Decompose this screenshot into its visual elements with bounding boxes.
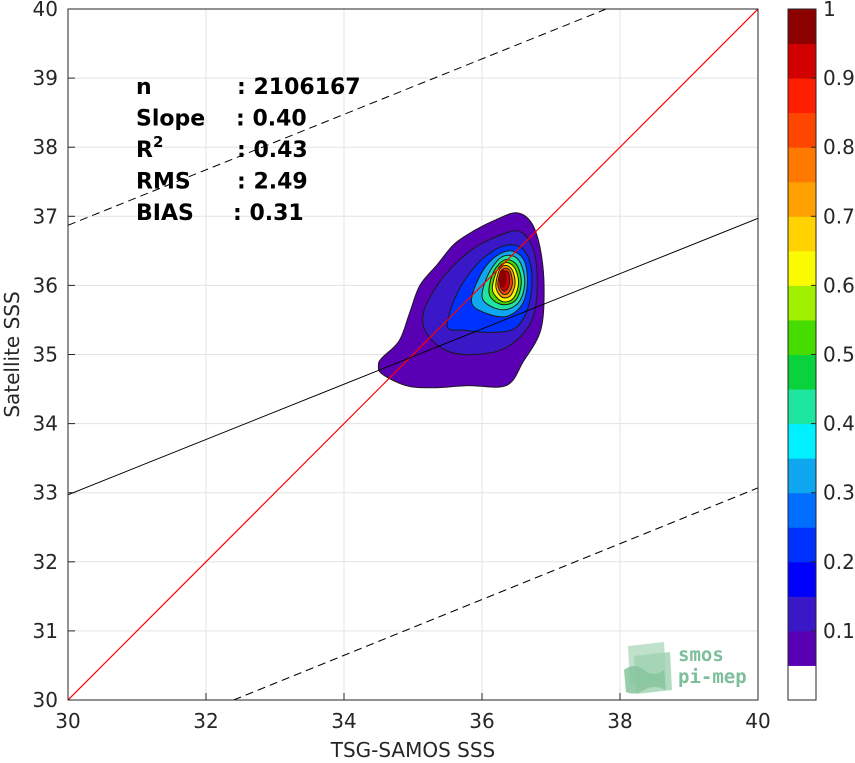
colorbar-segment xyxy=(788,319,816,355)
colorbar-segment xyxy=(788,492,816,528)
colorbar-tick-label: 1 xyxy=(823,0,836,21)
y-axis-label: Satellite SSS xyxy=(0,291,24,417)
x-tick-label: 36 xyxy=(469,709,494,733)
colorbar-segment xyxy=(788,250,816,286)
x-tick-label: 32 xyxy=(193,709,218,733)
stat-key-r: R2 xyxy=(136,133,163,163)
colorbar-tick-label: 0.3 xyxy=(823,481,855,505)
colorbar-tick-label: 0.2 xyxy=(823,550,855,574)
colorbar-segment xyxy=(788,9,816,45)
colorbar-tick-label: 0.8 xyxy=(823,135,855,159)
stats-annotation: n : 2106167 Slope : 0.40 R2 : 0.43 RMS : 2.49 BI… xyxy=(136,75,361,226)
colorbar-segment xyxy=(788,561,816,597)
colorbar-segment xyxy=(788,78,816,114)
colorbar-segment xyxy=(788,458,816,494)
x-tick-label: 30 xyxy=(55,709,80,733)
y-tick-label: 34 xyxy=(33,412,58,436)
reference-lines xyxy=(68,9,758,700)
stat-value-r: : 0.43 xyxy=(237,138,308,163)
colorbar-tick-label: 0.7 xyxy=(823,204,855,228)
colorbar-tick-label: 0.9 xyxy=(823,66,855,90)
x-axis-label: TSG-SAMOS SSS xyxy=(330,738,496,762)
colorbar-segment xyxy=(788,112,816,148)
axis-ticks: 30 32 34 36 38 40 30 31 32 33 34 35 36 37 38 39 40 xyxy=(33,0,771,733)
stat-value-bias: : 0.31 xyxy=(233,201,304,226)
identity-line xyxy=(68,9,758,700)
colorbar-segment xyxy=(788,630,816,666)
y-tick-label: 33 xyxy=(33,481,58,505)
regression-fit-line xyxy=(68,217,758,496)
x-tick-label: 38 xyxy=(607,709,632,733)
colorbar-segment xyxy=(788,181,816,217)
colorbar: 0.1 0.2 0.3 0.4 0.5 0.6 0.7 0.8 0.9 1 xyxy=(787,0,855,701)
stat-key-rms: RMS xyxy=(136,170,191,195)
stat-key-superscript: 2 xyxy=(153,133,163,151)
colorbar-segment xyxy=(788,596,816,632)
lower-bound-dashed-line xyxy=(233,487,758,700)
colorbar-tick-label: 0.1 xyxy=(823,619,855,643)
x-tick-label: 34 xyxy=(331,709,356,733)
stat-key-bias: BIAS xyxy=(136,201,194,226)
colorbar-segment xyxy=(788,389,816,425)
stat-key-n: n xyxy=(136,75,152,100)
smos-pi-mep-logo: smos pi-mep xyxy=(624,642,747,694)
y-tick-label: 32 xyxy=(33,550,58,574)
density-contours xyxy=(377,212,545,389)
y-tick-label: 38 xyxy=(33,135,58,159)
stat-value-rms: : 2.49 xyxy=(237,170,308,195)
stat-key-slope: Slope xyxy=(136,107,205,132)
y-tick-label: 37 xyxy=(33,204,58,228)
x-tick-label: 40 xyxy=(745,709,770,733)
logo-text-line1: smos xyxy=(678,644,724,666)
colorbar-segment xyxy=(788,147,816,183)
colorbar-segment xyxy=(788,665,816,701)
y-tick-label: 39 xyxy=(33,66,58,90)
y-tick-label: 35 xyxy=(33,343,58,367)
y-tick-label: 31 xyxy=(33,619,58,643)
density-peak-marker xyxy=(498,269,507,288)
colorbar-segment xyxy=(788,216,816,252)
y-tick-label: 30 xyxy=(33,688,58,712)
colorbar-segment xyxy=(788,354,816,390)
colorbar-tick-label: 0.4 xyxy=(823,412,855,436)
y-tick-label: 36 xyxy=(33,273,58,297)
colorbar-segment xyxy=(788,423,816,459)
y-tick-label: 40 xyxy=(33,0,58,21)
colorbar-tick-label: 0.6 xyxy=(823,273,855,297)
stat-value-n: : 2106167 xyxy=(237,75,361,100)
colorbar-segment xyxy=(788,43,816,79)
stat-value-slope: : 0.40 xyxy=(236,107,307,132)
upper-bound-dashed-line xyxy=(68,9,607,226)
colorbar-segment xyxy=(788,285,816,321)
colorbar-segment xyxy=(788,527,816,563)
colorbar-tick-label: 0.5 xyxy=(823,343,855,367)
logo-text-line2: pi-mep xyxy=(678,666,747,688)
logo-graphic-icon xyxy=(624,642,672,694)
